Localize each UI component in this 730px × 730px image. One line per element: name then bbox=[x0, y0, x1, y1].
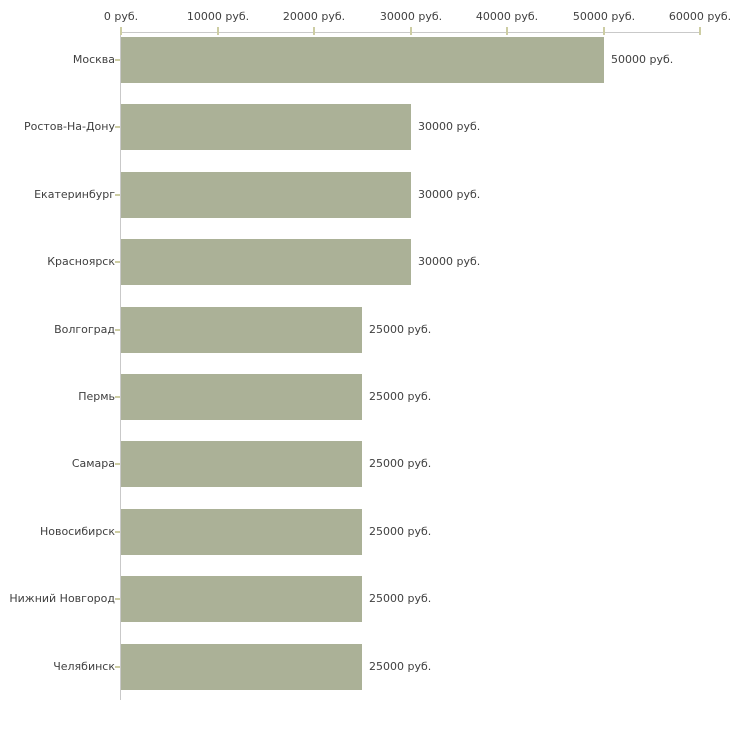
category-tick bbox=[115, 598, 120, 600]
value-label: 25000 руб. bbox=[369, 323, 432, 336]
category-label: Новосибирск bbox=[39, 525, 115, 538]
bar bbox=[121, 509, 362, 555]
bar bbox=[121, 441, 362, 487]
bar bbox=[121, 104, 411, 150]
category-label: Красноярск bbox=[47, 255, 115, 268]
x-axis-tick bbox=[699, 27, 701, 35]
category-label: Челябинск bbox=[53, 660, 115, 673]
x-axis-tick-label: 10000 руб. bbox=[186, 10, 250, 23]
bar bbox=[121, 172, 411, 218]
category-label: Нижний Новгород bbox=[9, 592, 115, 605]
x-axis-tick bbox=[120, 27, 122, 35]
category-tick bbox=[115, 261, 120, 263]
bar bbox=[121, 374, 362, 420]
x-axis-tick bbox=[603, 27, 605, 35]
category-tick bbox=[115, 59, 120, 61]
category-label: Самара bbox=[71, 457, 115, 470]
category-label: Волгоград bbox=[54, 323, 115, 336]
x-axis-tick-label: 0 руб. bbox=[103, 10, 139, 23]
x-axis-tick-label: 20000 руб. bbox=[282, 10, 346, 23]
value-label: 30000 руб. bbox=[418, 255, 481, 268]
x-axis-tick-label: 40000 руб. bbox=[475, 10, 539, 23]
x-axis-tick-label: 50000 руб. bbox=[572, 10, 636, 23]
category-tick bbox=[115, 126, 120, 128]
category-label: Екатеринбург bbox=[34, 188, 115, 201]
category-tick bbox=[115, 396, 120, 398]
x-axis-tick bbox=[313, 27, 315, 35]
category-tick bbox=[115, 194, 120, 196]
category-tick bbox=[115, 531, 120, 533]
category-tick bbox=[115, 329, 120, 331]
bar bbox=[121, 37, 604, 83]
value-label: 25000 руб. bbox=[369, 457, 432, 470]
value-label: 25000 руб. bbox=[369, 592, 432, 605]
value-label: 30000 руб. bbox=[418, 120, 481, 133]
category-tick bbox=[115, 666, 120, 668]
value-label: 30000 руб. bbox=[418, 188, 481, 201]
value-label: 25000 руб. bbox=[369, 660, 432, 673]
value-label: 25000 руб. bbox=[369, 390, 432, 403]
x-axis-tick-label: 60000 руб. bbox=[668, 10, 730, 23]
y-axis-line bbox=[120, 32, 121, 700]
bar bbox=[121, 307, 362, 353]
x-axis-tick bbox=[217, 27, 219, 35]
category-label: Москва bbox=[72, 53, 115, 66]
value-label: 50000 руб. bbox=[611, 53, 674, 66]
category-label: Ростов-На-Дону bbox=[23, 120, 115, 133]
category-label: Пермь bbox=[78, 390, 115, 403]
category-tick bbox=[115, 463, 120, 465]
x-axis-tick bbox=[506, 27, 508, 35]
bar bbox=[121, 239, 411, 285]
bar bbox=[121, 644, 362, 690]
bar bbox=[121, 576, 362, 622]
x-axis-tick-label: 30000 руб. bbox=[379, 10, 443, 23]
value-label: 25000 руб. bbox=[369, 525, 432, 538]
x-axis-tick bbox=[410, 27, 412, 35]
